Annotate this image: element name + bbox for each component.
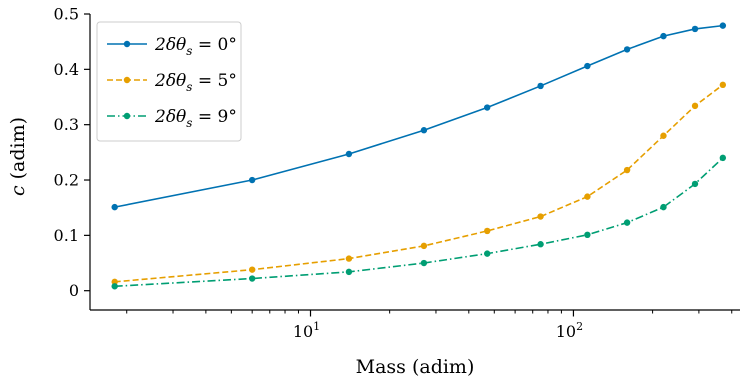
legend: 2δθs = 0° 2δθs = 5° 2δθs = 9°: [96, 21, 242, 142]
y-axis-title: c (adim): [7, 117, 29, 196]
data-point: [584, 193, 591, 200]
legend-swatch-marker: [123, 40, 131, 48]
data-point: [484, 104, 491, 111]
series-1: [111, 81, 727, 286]
data-point: [111, 278, 118, 286]
x-tick-label: 102: [556, 320, 583, 341]
legend-label: 2δθs = 5°: [154, 71, 237, 94]
data-point: [248, 176, 256, 184]
x-tick-group: 101 102: [126, 310, 733, 341]
data-point: [719, 22, 727, 29]
plot-axes: [89, 14, 740, 311]
data-point: [537, 241, 544, 248]
legend-label: 2δθs = 9°: [154, 107, 237, 130]
data-point: [691, 102, 699, 110]
x-axis-title: Mass (adim): [356, 356, 475, 378]
legend-label: 2δθs = 0°: [154, 35, 237, 58]
data-point: [537, 82, 544, 90]
data-point: [660, 132, 667, 139]
y-axis-title-symbol: c: [7, 185, 29, 196]
y-tick-label: 0.3: [54, 115, 79, 134]
y-axis-title-unit: (adim): [7, 117, 29, 185]
y-tick-label: 0.4: [54, 60, 79, 79]
data-point: [660, 203, 667, 211]
data-point: [691, 25, 699, 33]
series-line: [114, 157, 724, 288]
data-point: [484, 227, 491, 235]
y-tick-label: 0.1: [54, 226, 79, 245]
legend-entry: 2δθs = 0°: [107, 35, 237, 58]
data-point: [584, 62, 591, 70]
data-point: [691, 180, 699, 188]
data-point: [420, 242, 428, 250]
series-2: [111, 154, 727, 290]
y-tick-label: 0: [69, 281, 79, 300]
y-tick-label: 0.2: [54, 171, 79, 190]
series-line: [114, 84, 724, 283]
data-point: [484, 250, 491, 257]
legend-entry: 2δθs = 5°: [107, 71, 237, 94]
data-point: [248, 266, 256, 273]
data-point: [345, 150, 353, 158]
data-point: [584, 231, 591, 239]
data-point: [420, 127, 428, 134]
data-point: [537, 213, 544, 220]
series-0: [111, 22, 727, 211]
legend-frame: [96, 21, 242, 142]
legend-entry: 2δθs = 9°: [107, 107, 237, 130]
legend-swatch-marker: [123, 76, 131, 84]
data-point: [719, 154, 727, 162]
data-point: [660, 32, 667, 40]
data-point: [623, 46, 631, 53]
data-point: [345, 255, 353, 262]
data-point: [420, 259, 428, 267]
data-point: [623, 166, 631, 174]
data-point: [345, 268, 353, 276]
data-point: [111, 203, 118, 211]
x-tick-label: 101: [293, 320, 320, 341]
series-group: [111, 22, 727, 290]
y-tick-label: 0.5: [54, 5, 79, 24]
legend-swatch-marker: [123, 112, 131, 120]
y-tick-group: 0 0.1 0.2 0.3 0.4 0.5: [54, 5, 90, 300]
data-point: [248, 275, 256, 282]
data-point: [719, 81, 727, 89]
data-point: [111, 283, 118, 290]
data-point: [623, 219, 631, 226]
